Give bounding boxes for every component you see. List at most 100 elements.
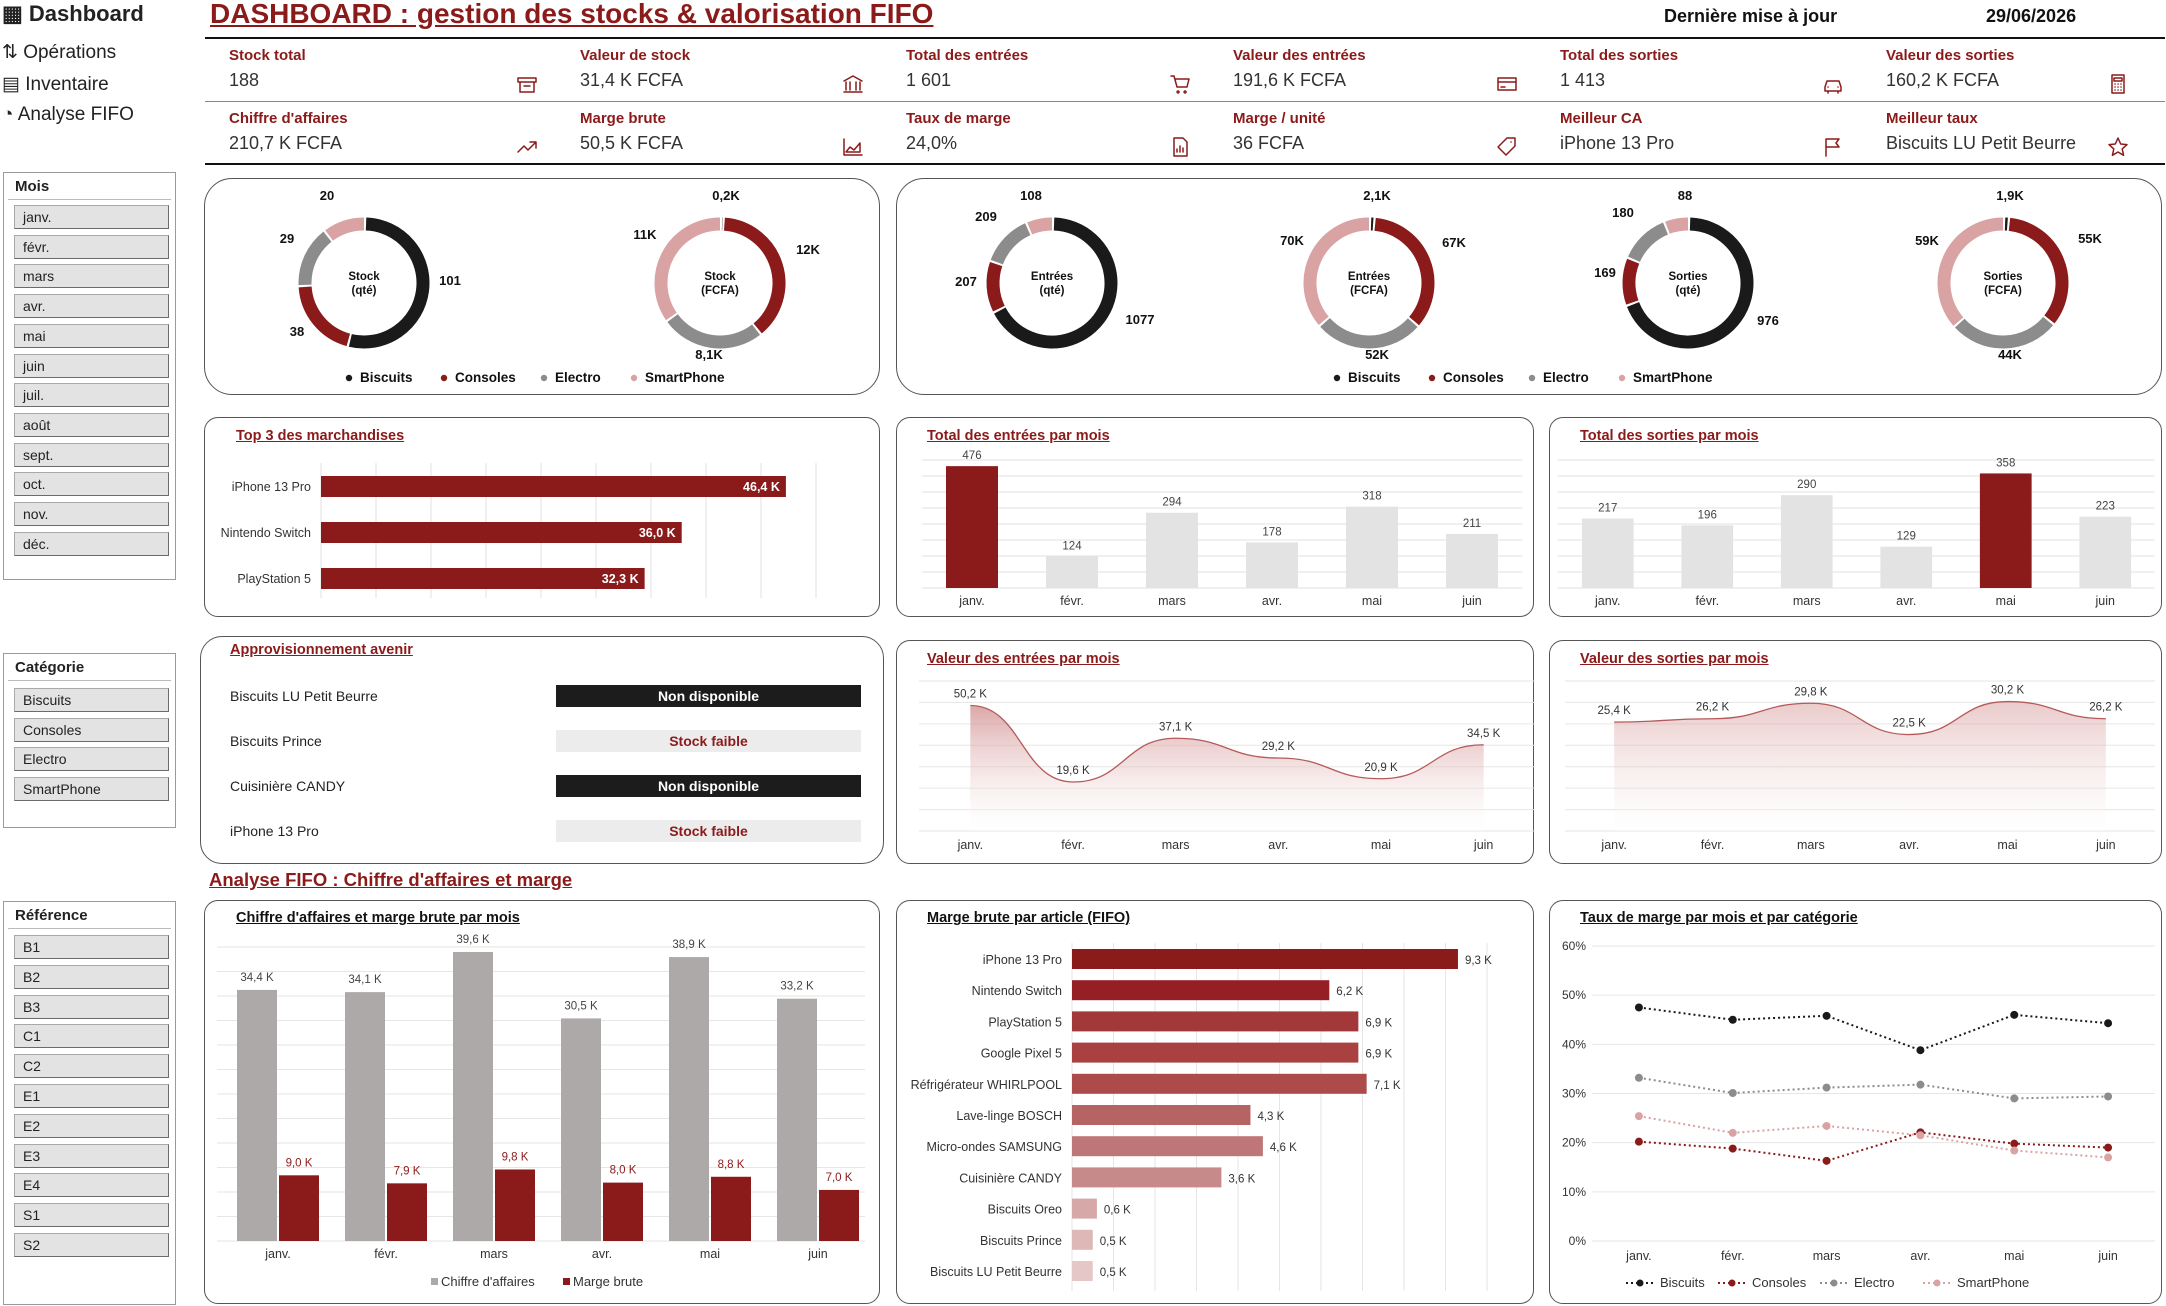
header-rule bbox=[205, 37, 2165, 39]
donut-label: 8,1K bbox=[695, 347, 723, 362]
slicer-item-mois[interactable]: avr. bbox=[14, 294, 169, 319]
nav-label: Analyse FIFO bbox=[17, 104, 134, 125]
bar-value-label: 9,3 K bbox=[1465, 955, 1492, 967]
slicer-item-mois[interactable]: nov. bbox=[14, 502, 169, 526]
bar bbox=[1581, 518, 1634, 588]
slicer-item-reference[interactable]: B2 bbox=[14, 964, 169, 989]
nav-inventaire[interactable]: ▤ Inventaire bbox=[2, 73, 109, 96]
bar-ca bbox=[345, 992, 385, 1241]
bar-value-label: 476 bbox=[962, 450, 981, 462]
kpi-label: Meilleur taux bbox=[1886, 110, 1978, 127]
nav-dashboard[interactable]: ▦ Dashboard bbox=[2, 1, 144, 27]
kpi-label: Valeur de stock bbox=[580, 47, 691, 64]
donut-slice bbox=[990, 223, 1031, 265]
slicer-item-mois[interactable]: janv. bbox=[14, 205, 169, 229]
donut-center-title: Stock bbox=[348, 271, 380, 283]
card-icon bbox=[1497, 77, 1517, 91]
icon-path bbox=[2111, 74, 2125, 94]
slicer-item-mois[interactable]: mars bbox=[14, 264, 169, 289]
legend-label: Electro bbox=[1854, 1275, 1894, 1290]
kpi-card: Meilleur CA iPhone 13 Pro bbox=[1560, 103, 1861, 161]
x-tick-label: mai bbox=[1362, 594, 1382, 608]
x-tick-label: févr. bbox=[374, 1247, 398, 1261]
slicer-item-reference[interactable]: E1 bbox=[14, 1084, 169, 1108]
kpi-value: 36 FCFA bbox=[1233, 133, 1305, 153]
bar-ca bbox=[669, 957, 709, 1241]
bar-value-label: 34,1 K bbox=[348, 974, 382, 986]
legend-label: Consoles bbox=[455, 370, 516, 385]
legend-label: Electro bbox=[555, 370, 601, 385]
slicer-reference: Référence B1 B2 B3 C1 C2 E1 E2 E3 E4 S1 S2 bbox=[3, 901, 176, 1305]
donut-label: 180 bbox=[1612, 205, 1634, 220]
slicer-item-categorie[interactable]: Electro bbox=[14, 747, 169, 772]
icon-path bbox=[1170, 75, 1190, 94]
slicer-item-reference[interactable]: S1 bbox=[14, 1203, 169, 1228]
x-tick-label: janv. bbox=[957, 838, 983, 852]
icon-path bbox=[843, 75, 863, 93]
pie-icon: ◔ bbox=[2, 104, 14, 125]
kpi-card: Chiffre d'affaires 210,7 K FCFA bbox=[229, 103, 555, 161]
donut-center-title: (qté) bbox=[1676, 285, 1701, 297]
marge-article-chart: 9,3 K iPhone 13 Pro 6,2 K Nintendo Switch 6,… bbox=[911, 943, 1492, 1291]
bar-value-label: 34,4 K bbox=[240, 972, 274, 984]
x-tick-label: avr. bbox=[1899, 838, 1919, 852]
legend-marker bbox=[1333, 374, 1341, 382]
x-tick-label: févr. bbox=[1701, 838, 1725, 852]
donut-slice bbox=[994, 217, 1118, 349]
donut-center-title: Sorties bbox=[1984, 271, 2023, 283]
slicer-item-mois[interactable]: mai bbox=[14, 323, 169, 348]
slicer-header: Mois bbox=[8, 173, 171, 200]
slicer-item-mois[interactable]: août bbox=[14, 412, 169, 437]
valeur-entrees-panel: Valeur des entrées par mois 50,2 K janv. 1… bbox=[896, 640, 1535, 864]
bar bbox=[1880, 546, 1933, 588]
valeur-entrees-chart: 50,2 K janv. 19,6 K févr. 37,1 K mars 29,2 K av… bbox=[919, 680, 1535, 852]
donut-label: 1,9K bbox=[1996, 188, 2024, 203]
nav-operations[interactable]: ⇅ Opérations bbox=[2, 41, 116, 64]
slicer-item-reference[interactable]: C2 bbox=[14, 1054, 169, 1079]
slicer-item-reference[interactable]: E4 bbox=[14, 1173, 169, 1198]
slicer-item-mois[interactable]: oct. bbox=[14, 472, 169, 497]
entrees-mois-chart: 476 janv. 124 févr. 294 mars 178 avr. 318 mai 211 j… bbox=[922, 450, 1522, 608]
point-label: 34,5 K bbox=[1467, 728, 1501, 740]
donut-label: 52K bbox=[1365, 347, 1389, 362]
legend-label: Consoles bbox=[1752, 1275, 1807, 1290]
slicer-header: Référence bbox=[8, 902, 171, 929]
slicer-item-categorie[interactable]: SmartPhone bbox=[14, 776, 169, 801]
slicer-item-reference[interactable]: E2 bbox=[14, 1113, 169, 1138]
ca-marge-chart: 34,4 K 9,0 K janv. 34,1 K 7,9 K févr. 39,6 K 9,… bbox=[217, 934, 865, 1289]
car-icon bbox=[1824, 80, 1842, 94]
kpi-value: 1 413 bbox=[1560, 70, 1606, 90]
panel-title: Total des entrées par mois bbox=[927, 428, 1110, 444]
kpi-label: Valeur des sorties bbox=[1886, 47, 2015, 64]
icon-path bbox=[1825, 138, 1840, 157]
bar-value-label: 211 bbox=[1463, 518, 1481, 530]
slicer-item-mois[interactable]: juil. bbox=[14, 383, 169, 408]
kpi-label: Taux de marge bbox=[906, 110, 1011, 127]
slicer-item-categorie[interactable]: Biscuits bbox=[14, 688, 169, 712]
legend-label: SmartPhone bbox=[645, 370, 725, 385]
nav-analyse-fifo[interactable]: ◔ Analyse FIFO bbox=[2, 104, 134, 126]
slicer-item-categorie[interactable]: Consoles bbox=[14, 717, 169, 742]
slicer-item-reference[interactable]: B3 bbox=[14, 994, 169, 1019]
box-icon bbox=[517, 56, 547, 93]
slicer-item-reference[interactable]: S2 bbox=[14, 1233, 169, 1257]
y-tick-label: 20% bbox=[1562, 1136, 1586, 1150]
legend-label: Biscuits bbox=[1660, 1275, 1705, 1290]
donut-slice bbox=[298, 286, 351, 347]
legend-label: Biscuits bbox=[360, 370, 413, 385]
point-label: 37,1 K bbox=[1159, 721, 1193, 733]
slicer-item-reference[interactable]: B1 bbox=[14, 935, 169, 959]
slicer-item-mois[interactable]: sept. bbox=[14, 442, 169, 467]
cart-icon bbox=[1170, 56, 1200, 94]
slicer-item-mois[interactable]: juin bbox=[14, 353, 169, 378]
slicer-item-reference[interactable]: E3 bbox=[14, 1143, 169, 1168]
slicer-item-mois[interactable]: déc. bbox=[14, 531, 169, 556]
kpi-card: Valeur des sorties 160,2 K FCFA bbox=[1886, 40, 2146, 98]
series-point bbox=[2104, 1143, 2113, 1152]
donut-label: 88 bbox=[1678, 188, 1692, 203]
slicer-item-reference[interactable]: C1 bbox=[14, 1024, 169, 1049]
kpi-card: Total des sorties 1 413 bbox=[1560, 40, 1861, 98]
tag-icon bbox=[1497, 137, 1516, 156]
status-badge: Non disponible bbox=[556, 685, 861, 707]
slicer-item-mois[interactable]: févr. bbox=[14, 234, 169, 259]
